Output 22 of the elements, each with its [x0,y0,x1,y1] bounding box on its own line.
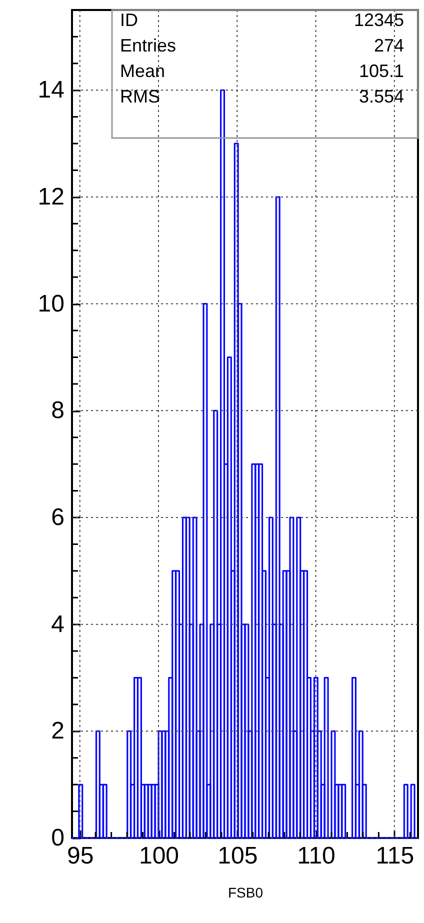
x-tick-label: 100 [138,842,180,870]
x-tick-label: 105 [218,842,258,870]
x-axis-title: FSB0 [228,884,264,900]
y-tick-label: 4 [51,610,64,638]
y-tick-label: 10 [38,290,64,318]
y-tick-label: 8 [51,397,64,424]
x-tick-label: 95 [67,842,94,870]
x-tick-label: 110 [297,842,336,870]
annotation: 274 [374,36,404,56]
annotation: Entries [120,36,176,56]
y-tick-label: 14 [38,76,64,104]
annotation: RMS [120,86,160,106]
annotation: 105.1 [358,61,404,81]
annotation: ID [120,10,138,30]
annotation: 3.554 [358,86,404,106]
x-tick-label: 115 [376,842,414,870]
y-tick-label: 6 [51,504,64,531]
annotation: Mean [120,61,166,81]
annotation: 12345 [354,10,404,30]
y-tick-label: 12 [38,183,64,210]
y-tick-label: 0 [51,824,64,852]
y-tick-label: 2 [51,718,64,745]
